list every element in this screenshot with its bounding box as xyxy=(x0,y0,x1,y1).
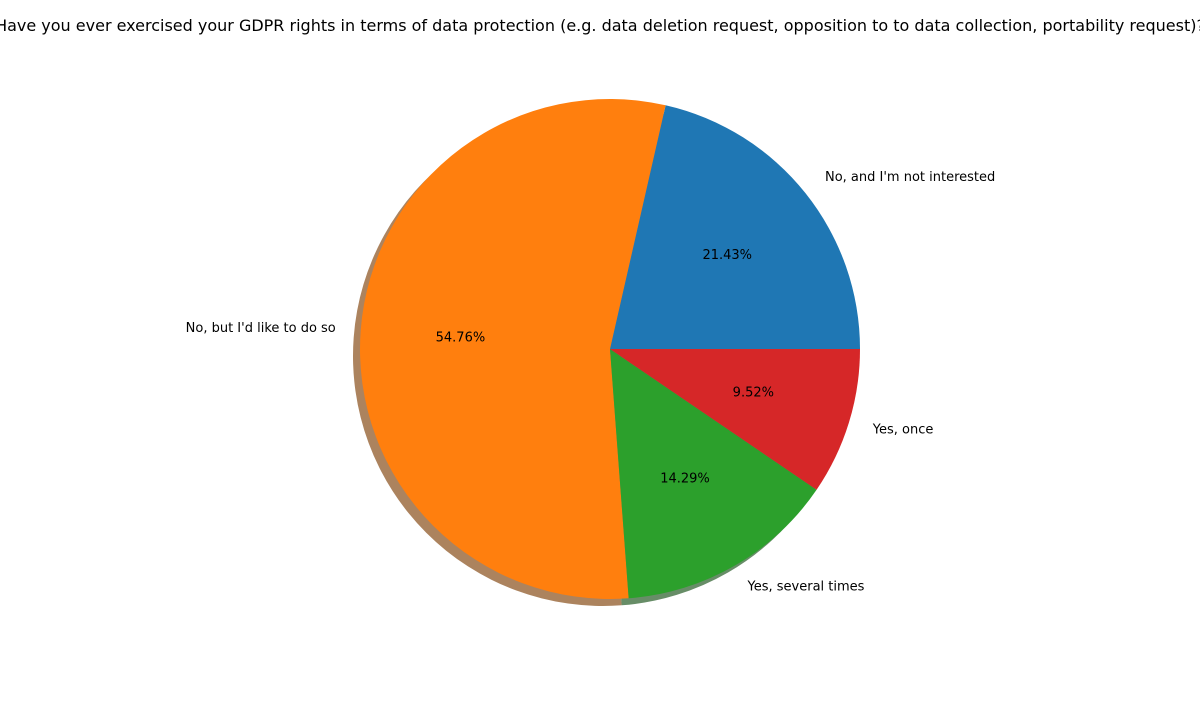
pie-slice-label: Yes, once xyxy=(872,423,934,438)
pie-slice xyxy=(610,349,860,490)
pie-slice-label: No, and I'm not interested xyxy=(825,170,995,185)
chart-title: Have you ever exercised your GDPR rights… xyxy=(0,16,1200,35)
pie-slice-percent: 54.76% xyxy=(436,330,486,345)
pie-slice-percent: 14.29% xyxy=(660,471,710,486)
pie-slice xyxy=(610,349,817,599)
pie-slice-label: No, but I'd like to do so xyxy=(186,321,336,336)
pie-slice xyxy=(359,99,666,600)
pie-slice xyxy=(610,105,860,349)
pie-slice-percent: 9.52% xyxy=(733,386,774,401)
pie-slice-label: Yes, several times xyxy=(747,580,865,595)
pie-slices-layer xyxy=(359,99,860,600)
pie-labels-layer: No, and I'm not interested 21.43% No, but … xyxy=(186,170,996,595)
pie-slice-percent: 21.43% xyxy=(702,248,752,263)
